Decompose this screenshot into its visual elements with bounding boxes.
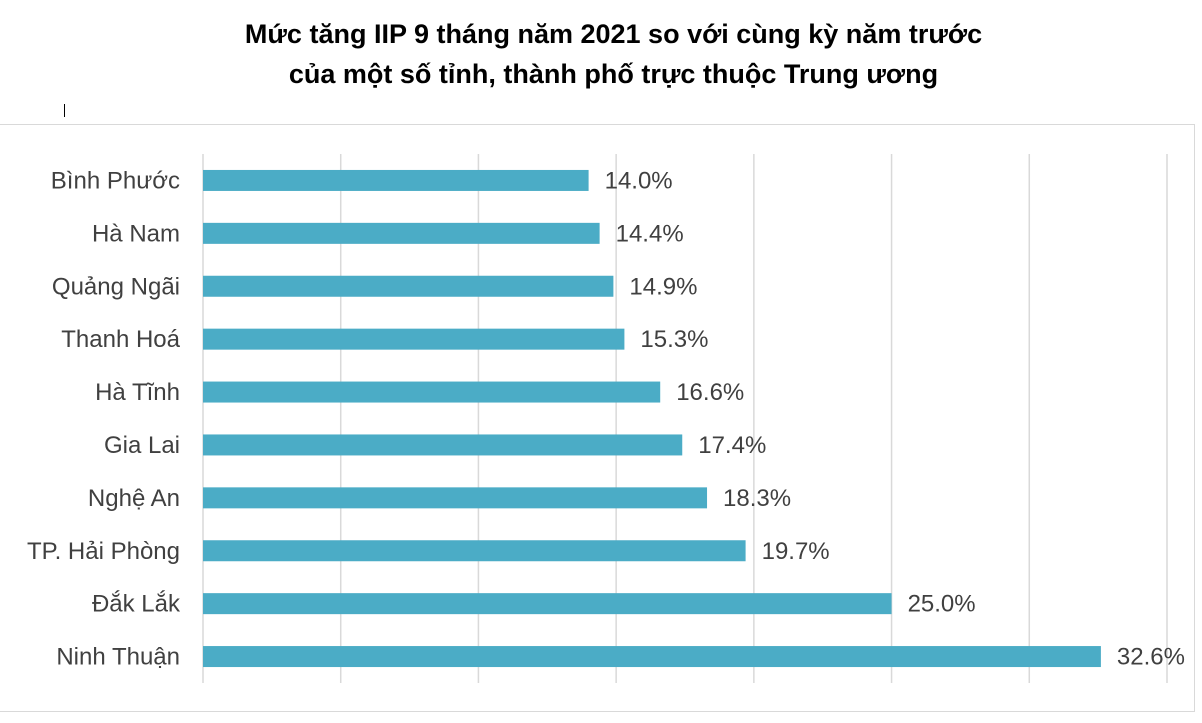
- bar: [203, 328, 625, 350]
- value-label: 14.9%: [629, 273, 697, 300]
- chart-title-line-1: Mức tăng IIP 9 tháng năm 2021 so với cùn…: [244, 19, 983, 49]
- bar: [203, 487, 708, 509]
- bar: [203, 434, 683, 456]
- value-label: 14.0%: [605, 167, 673, 194]
- bar: [203, 593, 892, 615]
- bar: [203, 381, 661, 403]
- value-label: 25.0%: [908, 591, 976, 618]
- value-label: 17.4%: [698, 432, 766, 459]
- value-label: 18.3%: [723, 485, 791, 512]
- bar: [203, 275, 614, 297]
- bar: [203, 222, 600, 244]
- bar: [203, 646, 1101, 668]
- value-label: 32.6%: [1117, 644, 1185, 671]
- value-label: 14.4%: [616, 220, 684, 247]
- category-label: Nghệ An: [88, 485, 180, 512]
- text-cursor: [64, 104, 65, 117]
- chart-title: Mức tăng IIP 9 tháng năm 2021 so với cùn…: [0, 14, 1202, 94]
- chart-title-line-2: của một số tỉnh, thành phố trực thuộc Tr…: [288, 59, 939, 89]
- category-label: Đắk Lắk: [92, 591, 181, 618]
- bar: [203, 540, 746, 562]
- category-labels: Bình Phước Hà Nam Quảng Ngãi Thanh Hoá Hà Tĩ…: [27, 167, 181, 670]
- bar: [203, 169, 589, 191]
- bars: [203, 169, 1101, 668]
- category-label: Thanh Hoá: [61, 326, 180, 353]
- value-label: 19.7%: [762, 538, 830, 565]
- category-label: Hà Tĩnh: [95, 379, 180, 406]
- value-label: 15.3%: [640, 326, 708, 353]
- category-label: Gia Lai: [104, 432, 180, 459]
- value-label: 16.6%: [676, 379, 744, 406]
- category-label: Hà Nam: [92, 220, 180, 247]
- category-label: Quảng Ngãi: [52, 273, 180, 300]
- value-labels: 14.0% 14.4% 14.9% 15.3% 16.6% 17.4% 18.3% 19.7%…: [605, 167, 1185, 670]
- category-label: Bình Phước: [51, 167, 180, 194]
- chart-area-frame: [0, 124, 1195, 712]
- category-label: Ninh Thuận: [56, 644, 180, 671]
- category-label: TP. Hải Phòng: [27, 538, 180, 565]
